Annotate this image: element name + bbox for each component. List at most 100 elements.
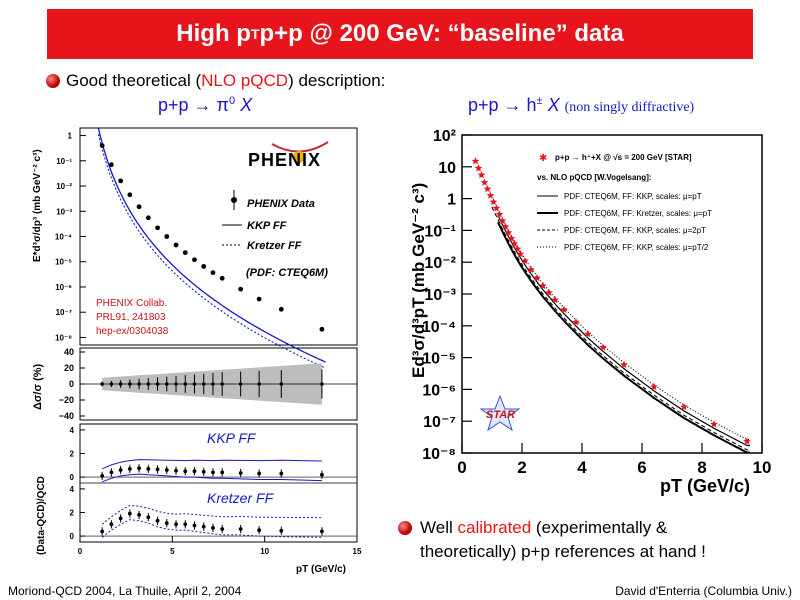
- left-data-point: [192, 257, 197, 263]
- right-star-point: [584, 330, 592, 338]
- left-panel-heading: p+p → π0 X: [158, 95, 252, 116]
- right-star-point: [680, 403, 688, 411]
- right-star-point: [560, 305, 568, 313]
- left-data-point: [219, 275, 225, 281]
- ratio-point-kretzer: [183, 522, 188, 527]
- ratio-point-kretzer: [174, 522, 178, 527]
- right-heading-sup: ±: [536, 95, 543, 107]
- right-kkp-mu-halfpt-curve: [503, 221, 750, 441]
- left-main-ytick-label: 10⁻⁶: [55, 283, 72, 292]
- right-star-point: [501, 222, 510, 230]
- legend-data-marker: [231, 197, 237, 203]
- right-star-point: [471, 157, 480, 165]
- right-xtick-label: 4: [577, 458, 587, 477]
- right-star-point: [527, 265, 535, 273]
- left-data-point: [238, 286, 244, 292]
- right-xtick-label: 10: [753, 458, 772, 477]
- ratio-point-kretzer: [220, 527, 225, 531]
- bullet-text-2: Well calibrated (experimentally & theore…: [420, 516, 706, 564]
- left-data-point: [108, 162, 114, 168]
- right-star-point: [710, 420, 718, 428]
- bullet2-text-a: Well: [420, 518, 458, 537]
- right-legend-star-marker: ✱: [539, 153, 547, 164]
- ratio-ytick-label-kretzer: 2: [70, 509, 75, 518]
- right-star-point: [545, 288, 553, 296]
- left-syst-point: [118, 382, 123, 386]
- ratio-point-kkp: [118, 468, 123, 472]
- left-syst-point: [128, 382, 132, 386]
- left-main-ytick-label: 10⁻⁷: [56, 308, 72, 317]
- legend-kretzer-label: Kretzer FF: [247, 240, 302, 252]
- right-ytick-label: 10⁻⁶: [422, 382, 456, 399]
- footer-right: David d'Enterria (Columbia Univ.): [615, 584, 792, 598]
- right-star-point: [516, 250, 525, 258]
- left-data-point: [173, 242, 179, 248]
- ratio-ytick-label-kkp: 2: [70, 450, 75, 459]
- right-star-point: [551, 295, 559, 304]
- left-data-point: [182, 250, 188, 256]
- left-kretzer-curve: [97, 134, 326, 369]
- right-ytick-label: 1: [447, 192, 456, 209]
- right-xtick-label: 0: [457, 458, 466, 477]
- ratio-point-kretzer: [127, 511, 132, 516]
- right-ytick-label: 10⁻²: [424, 255, 456, 272]
- right-star-point: [650, 382, 658, 391]
- ratio-point-kkp: [109, 470, 114, 475]
- left-data-point: [256, 296, 262, 302]
- ratio-point-kretzer: [137, 512, 141, 517]
- left-ylabel-syst: Δσ/σ (%): [32, 363, 44, 410]
- right-legend-entry-5: PDF: CTEQ6M, FF: KKP, scales: μ=2pT: [564, 226, 706, 235]
- bullet2-line-1: Well calibrated (experimentally &: [420, 516, 706, 540]
- ratio-point-kretzer: [109, 522, 114, 527]
- left-heading-x: X: [235, 95, 253, 115]
- left-syst-point: [155, 382, 160, 386]
- ratio-upper-curve-kkp: [102, 459, 322, 470]
- right-kkp-mu-2pt-curve: [491, 206, 750, 451]
- right-xlabel: pT (GeV/c): [660, 476, 750, 496]
- right-star-point: [521, 256, 529, 265]
- right-kretzer-curve: [497, 221, 750, 454]
- ratio-point-kkp: [192, 469, 197, 474]
- bullet2-text-b: (experimentally &: [531, 518, 668, 537]
- left-main-ytick-label: 1: [68, 132, 73, 141]
- right-star-point: [504, 228, 513, 236]
- left-syst-point: [192, 382, 197, 386]
- bullet-text-1: Good theoretical (NLO pQCD) description:: [66, 71, 385, 91]
- title-subscript: T: [250, 26, 260, 42]
- right-legend-entry-4: PDF: CTEQ6M, FF: Kretzer, scales: μ=pT: [564, 209, 712, 218]
- right-ytick-label: 10²: [433, 128, 456, 145]
- ratio-label-kkp: KKP FF: [207, 430, 257, 446]
- right-star-point: [474, 164, 483, 172]
- left-data-point: [201, 264, 207, 269]
- left-syst-ytick-label: 40: [64, 347, 74, 357]
- ratio-point-kkp: [127, 466, 132, 471]
- left-xtick-label: 5: [170, 547, 175, 556]
- left-syst-point: [109, 382, 114, 386]
- right-star-point: [539, 281, 547, 290]
- ratio-point-kkp: [164, 468, 169, 472]
- star-logo-text: STAR: [486, 409, 515, 421]
- ratio-point-kkp: [220, 470, 225, 475]
- ratio-point-kretzer: [257, 528, 262, 533]
- left-main-ytick-label: 10⁻⁵: [55, 258, 72, 267]
- left-syst-point: [201, 382, 206, 386]
- left-xtick-label: 10: [260, 547, 269, 556]
- bullet1-text-a: Good theoretical (: [66, 71, 202, 90]
- left-main-ytick-label: 10⁻³: [56, 207, 72, 216]
- right-legend-entry-2: vs. NLO pQCD [W.Vogelsang]:: [537, 173, 652, 182]
- collab-line-1: PHENIX Collab.: [96, 298, 167, 309]
- left-ylabel-main: E*d³σ/dp³ (mb GeV⁻² c³): [32, 149, 43, 262]
- left-main-ytick-label: 10⁻⁸: [55, 333, 72, 342]
- star-logo-shape: [479, 394, 521, 432]
- left-syst-point: [211, 382, 215, 386]
- bullet1-highlight: NLO pQCD: [201, 71, 289, 90]
- right-xtick-label: 6: [637, 458, 646, 477]
- right-star-point: [492, 204, 501, 212]
- left-syst-ytick-label: 20: [64, 363, 74, 373]
- left-syst-point: [164, 382, 169, 386]
- right-star-point: [507, 234, 516, 242]
- ratio-point-kretzer: [100, 529, 105, 534]
- right-star-point: [513, 245, 522, 253]
- ratio-point-kkp: [238, 471, 243, 475]
